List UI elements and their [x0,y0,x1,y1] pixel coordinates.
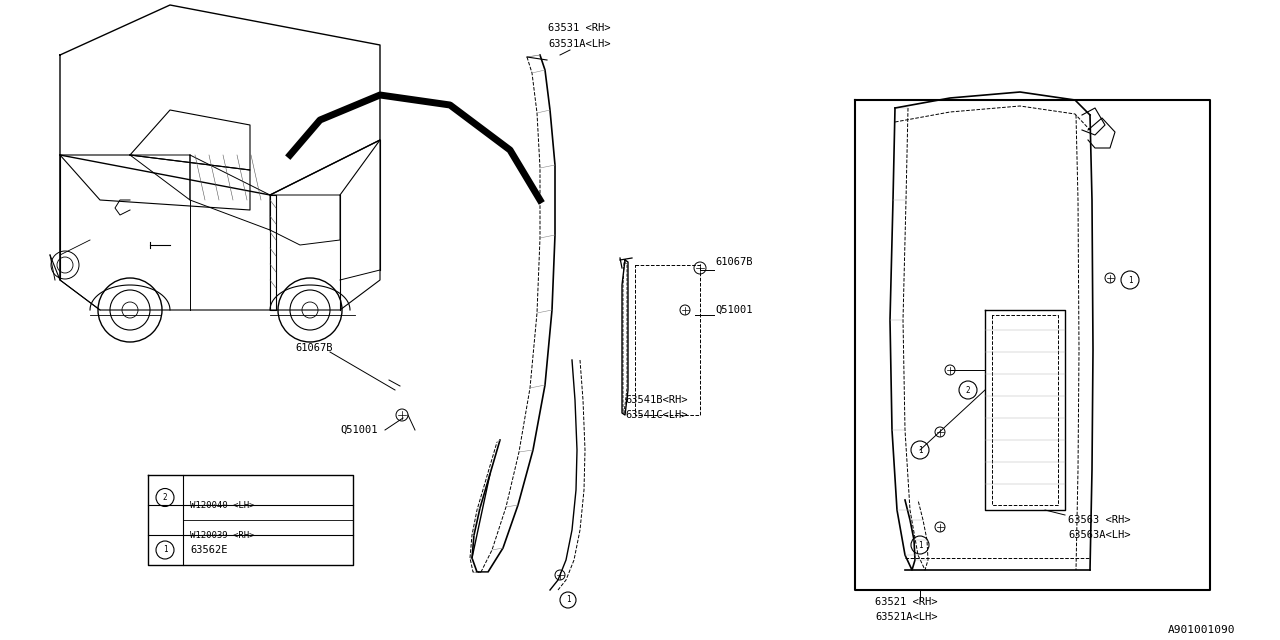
Text: 2: 2 [965,385,970,394]
Text: A901001090: A901001090 [1167,625,1235,635]
Text: Q51001: Q51001 [340,425,378,435]
Text: 1: 1 [566,595,571,605]
Text: 2: 2 [163,493,168,502]
Text: 61067B: 61067B [716,257,753,267]
Text: 63531A<LH>: 63531A<LH> [548,39,611,49]
Text: 63563 <RH>: 63563 <RH> [1068,515,1130,525]
Text: 63562E: 63562E [189,545,228,555]
Text: 63531 <RH>: 63531 <RH> [548,23,611,33]
Text: 63521 <RH>: 63521 <RH> [876,597,937,607]
Text: 1: 1 [918,445,923,454]
Text: 1: 1 [163,545,168,554]
Text: 61067B: 61067B [294,343,333,353]
Text: W120040 <LH>: W120040 <LH> [189,500,255,509]
Text: 1: 1 [918,541,923,550]
Text: 63521A<LH>: 63521A<LH> [876,612,937,622]
Text: Q51001: Q51001 [716,305,753,315]
Text: 63563A<LH>: 63563A<LH> [1068,530,1130,540]
Text: 63541C<LH>: 63541C<LH> [625,410,687,420]
Text: 1: 1 [1128,275,1133,285]
Text: 63541B<RH>: 63541B<RH> [625,395,687,405]
Text: W120039 <RH>: W120039 <RH> [189,531,255,540]
